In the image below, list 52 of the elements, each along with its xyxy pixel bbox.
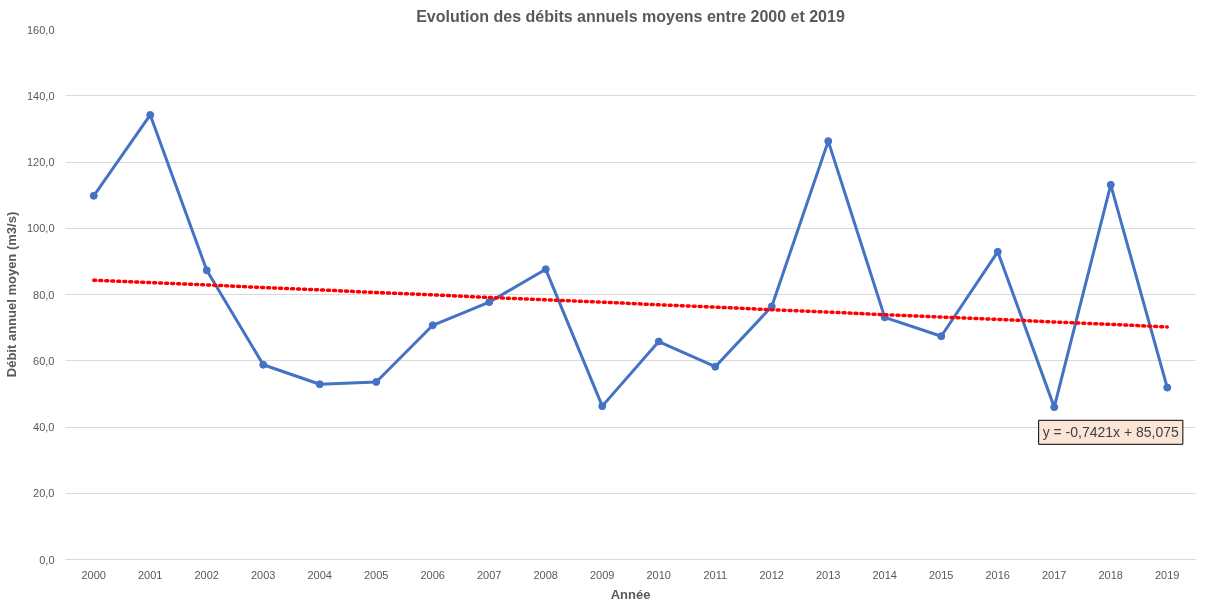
point bbox=[711, 362, 720, 371]
x-tick-label: 2014 bbox=[872, 568, 897, 581]
y-tick-label: 40,0 bbox=[33, 421, 55, 433]
x-tick-label: 2019 bbox=[1155, 568, 1180, 581]
annotation: y = -0,7421x + 85,075 bbox=[1042, 424, 1180, 441]
point bbox=[1050, 403, 1059, 412]
point bbox=[993, 247, 1002, 256]
x-tick-label: 2008 bbox=[533, 568, 558, 581]
x-tick-label: 2018 bbox=[1098, 568, 1123, 581]
y-tick-label: 120,0 bbox=[26, 156, 55, 168]
y-tick-label: 140,0 bbox=[26, 89, 55, 102]
x-tick-label: 2007 bbox=[477, 568, 502, 581]
point bbox=[1106, 180, 1115, 189]
x-axis-title: Année bbox=[610, 586, 651, 602]
point bbox=[485, 298, 494, 307]
x-tick-label: 2012 bbox=[759, 568, 784, 581]
x-tick-label: 2016 bbox=[985, 568, 1010, 581]
point bbox=[372, 377, 381, 386]
x-tick-label: 2009 bbox=[590, 568, 615, 581]
x-tick-label: 2011 bbox=[703, 568, 728, 581]
point bbox=[428, 321, 437, 330]
y-axis-title: Débit annuel moyen (m3/s) bbox=[3, 211, 19, 378]
y-tick-label: 20,0 bbox=[33, 487, 55, 500]
x-tick-label: 2017 bbox=[1042, 568, 1067, 581]
point bbox=[1163, 383, 1172, 392]
point bbox=[598, 402, 607, 411]
y-tick-label: 160,0 bbox=[26, 23, 55, 36]
x-tick-label: 2015 bbox=[929, 568, 954, 581]
x-tick-label: 2005 bbox=[364, 568, 389, 581]
line-series bbox=[92, 278, 1169, 329]
x-tick-label: 2010 bbox=[646, 568, 671, 581]
point bbox=[146, 110, 155, 119]
point bbox=[541, 265, 550, 274]
chart-title: Evolution des débits annuels moyens entre 2000 et 2019 bbox=[416, 7, 845, 25]
y-tick-label: 100,0 bbox=[26, 222, 55, 235]
point bbox=[315, 380, 324, 389]
y-tick-label: 80,0 bbox=[33, 288, 55, 301]
y-tick-label: 60,0 bbox=[33, 354, 55, 367]
point bbox=[202, 266, 211, 275]
x-tick-label: 2003 bbox=[251, 568, 276, 581]
x-tick-label: 2002 bbox=[194, 568, 219, 581]
point bbox=[654, 337, 663, 346]
point bbox=[824, 137, 833, 146]
x-tick-label: 2013 bbox=[816, 568, 841, 581]
x-tick-label: 2006 bbox=[420, 568, 445, 581]
point bbox=[937, 332, 946, 341]
point bbox=[89, 191, 98, 200]
y-tick-label: 0,0 bbox=[39, 553, 55, 566]
x-tick-label: 2001 bbox=[138, 568, 163, 581]
x-tick-label: 2000 bbox=[81, 568, 106, 581]
point bbox=[259, 360, 268, 369]
x-tick-label: 2004 bbox=[307, 568, 332, 581]
